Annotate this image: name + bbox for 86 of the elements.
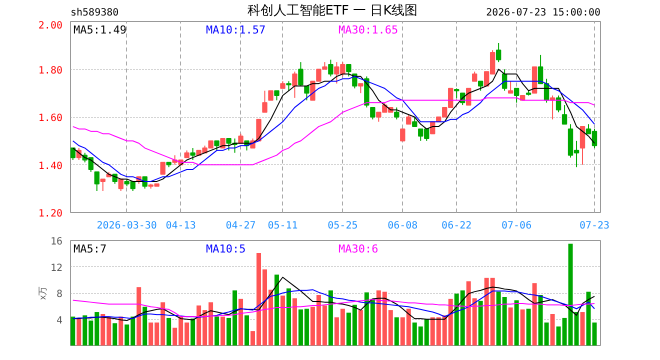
candlestick bbox=[370, 106, 376, 120]
x-tick-label: 07-06 bbox=[502, 220, 532, 232]
bar bbox=[478, 300, 483, 346]
candlestick bbox=[580, 126, 586, 166]
x-tick-label: 07-23 bbox=[579, 220, 610, 232]
bar bbox=[112, 323, 118, 346]
bar bbox=[190, 318, 196, 346]
candlestick bbox=[94, 171, 100, 192]
text: MA5:7 bbox=[74, 242, 107, 256]
x-tick-label: 06-08 bbox=[388, 220, 418, 232]
x-tick-label: 04-13 bbox=[166, 220, 196, 232]
candlestick bbox=[214, 140, 220, 151]
x-tick-label: 04-27 bbox=[226, 220, 256, 232]
y-tick-label: 2.00 bbox=[38, 20, 63, 32]
bar bbox=[214, 316, 220, 346]
candlestick bbox=[346, 64, 352, 77]
x-tick-label: 2026-03-30 bbox=[96, 220, 157, 232]
chart-title: 科创人工智能ETF 一 日K线图 bbox=[247, 4, 418, 18]
text: MA10:5 bbox=[206, 242, 246, 256]
candlestick bbox=[412, 116, 418, 128]
bar bbox=[292, 298, 297, 346]
text: MA5:1.49 bbox=[74, 24, 126, 36]
bar bbox=[508, 307, 513, 346]
y-tick-label: 1.40 bbox=[38, 160, 63, 172]
candlestick bbox=[268, 90, 274, 101]
candlestick bbox=[328, 59, 334, 77]
x-tick-label: 05-11 bbox=[268, 220, 298, 232]
bar bbox=[514, 300, 519, 346]
bar bbox=[274, 274, 279, 346]
bar bbox=[166, 318, 172, 346]
bar bbox=[532, 283, 537, 346]
candlestick bbox=[472, 71, 478, 82]
bar bbox=[142, 306, 148, 346]
candlestick bbox=[298, 62, 304, 86]
candlestick bbox=[262, 90, 268, 113]
y-tick-label: 12 bbox=[50, 262, 63, 274]
candlestick bbox=[508, 80, 514, 94]
bar bbox=[238, 298, 244, 346]
bar bbox=[328, 290, 333, 346]
candlestick bbox=[562, 104, 568, 125]
candlestick bbox=[394, 106, 400, 120]
bar bbox=[280, 296, 285, 346]
text: MA30:6 bbox=[338, 242, 378, 256]
candlestick bbox=[358, 83, 364, 94]
bar bbox=[526, 308, 531, 346]
candlestick bbox=[454, 88, 460, 98]
y-axis-title: x万 bbox=[37, 286, 48, 300]
bar bbox=[550, 314, 555, 346]
x-tick-label: 05-25 bbox=[328, 220, 358, 232]
y-tick-label: 4 bbox=[56, 315, 63, 326]
bar bbox=[358, 310, 363, 346]
candlestick bbox=[478, 80, 484, 92]
y-tick-label: 1.60 bbox=[38, 113, 63, 124]
candlestick bbox=[190, 148, 196, 160]
bar bbox=[244, 315, 250, 346]
candlestick bbox=[400, 128, 406, 142]
text: sh589380 bbox=[70, 8, 119, 18]
bar bbox=[286, 288, 291, 346]
y-tick-label: 1.80 bbox=[38, 65, 63, 76]
candlestick bbox=[556, 95, 562, 113]
candlestick bbox=[496, 42, 502, 63]
line-series bbox=[72, 299, 596, 318]
candlestick bbox=[286, 80, 292, 92]
candlestick bbox=[160, 162, 166, 175]
text: 2026-07-23 15:00:00 bbox=[486, 8, 600, 18]
bar bbox=[136, 287, 142, 346]
candlestick bbox=[292, 71, 298, 98]
y-tick-label: 8 bbox=[56, 289, 63, 300]
candlestick bbox=[514, 88, 520, 104]
text: MA30:1.65 bbox=[338, 24, 398, 36]
candlestick bbox=[304, 85, 310, 101]
bar bbox=[220, 316, 226, 346]
bar bbox=[520, 309, 525, 346]
bar bbox=[76, 318, 82, 346]
y-tick-label: 16 bbox=[50, 236, 63, 248]
line-series bbox=[72, 289, 596, 320]
text: MA10:1.57 bbox=[206, 24, 266, 36]
bar bbox=[118, 316, 124, 346]
bar bbox=[70, 316, 76, 346]
bar bbox=[394, 317, 399, 346]
candlestick bbox=[274, 90, 280, 101]
candlestick bbox=[406, 114, 412, 125]
bar bbox=[580, 312, 585, 346]
y-tick-label: 1.20 bbox=[38, 208, 63, 220]
candlestick bbox=[100, 178, 106, 192]
x-tick-label: 06-22 bbox=[442, 220, 472, 232]
